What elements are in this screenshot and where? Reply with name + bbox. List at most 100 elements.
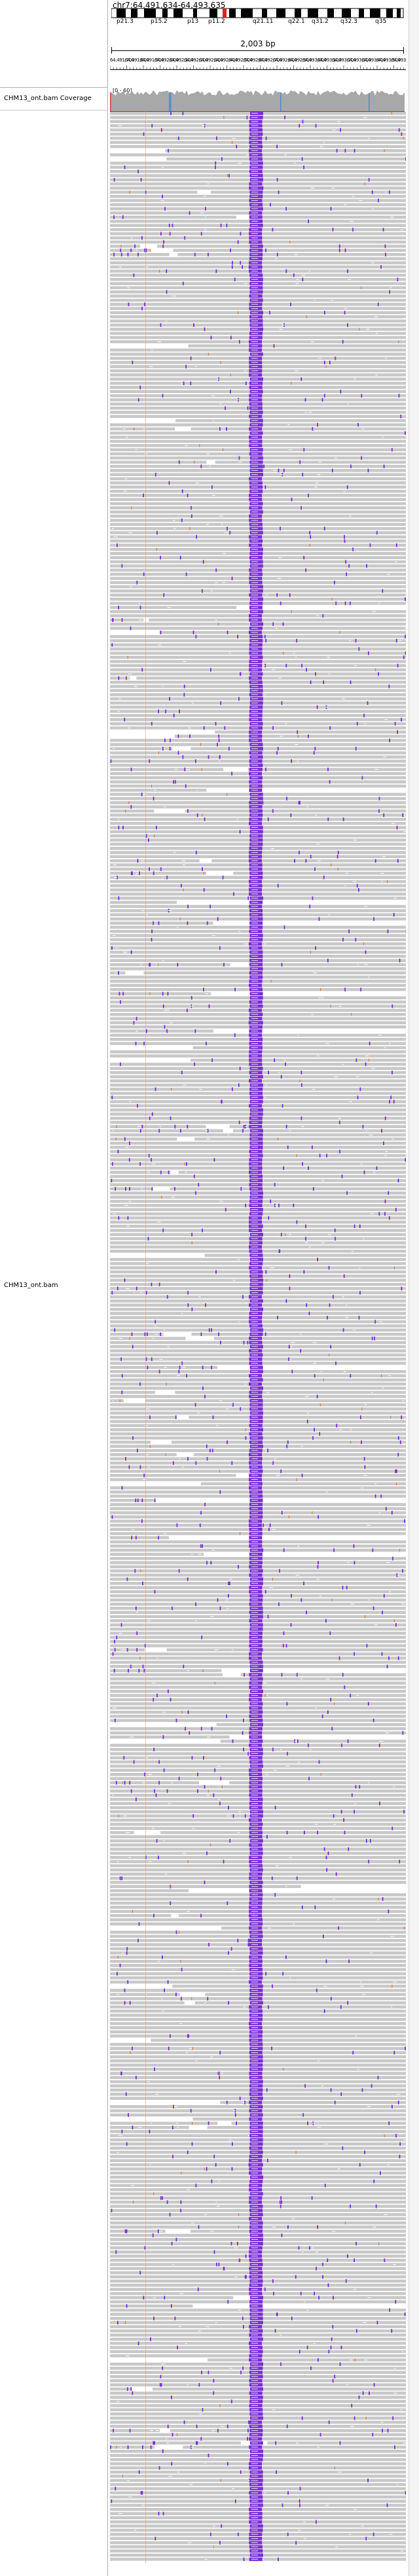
read[interactable] <box>110 2445 155 2449</box>
read[interactable] <box>185 809 406 813</box>
read[interactable] <box>175 1390 406 1394</box>
read[interactable] <box>110 1669 222 1672</box>
read[interactable] <box>110 1914 172 1917</box>
read[interactable] <box>192 2118 406 2121</box>
read[interactable] <box>257 2296 406 2299</box>
coverage-track-name[interactable]: CHM13_ont.bam Coverage <box>4 95 92 102</box>
read[interactable] <box>221 1926 406 1930</box>
read[interactable] <box>220 1740 406 1743</box>
read[interactable] <box>136 676 406 680</box>
chromosome-ideogram[interactable] <box>111 8 406 20</box>
read[interactable] <box>215 730 406 734</box>
read[interactable] <box>110 606 236 610</box>
read[interactable] <box>220 2101 406 2104</box>
read[interactable] <box>215 460 406 464</box>
read[interactable] <box>177 252 406 256</box>
read[interactable] <box>110 963 230 967</box>
read[interactable] <box>211 859 406 863</box>
read[interactable] <box>110 1365 218 1369</box>
read[interactable] <box>110 768 224 771</box>
read[interactable] <box>110 1498 155 1502</box>
read[interactable] <box>110 1453 177 1456</box>
read[interactable] <box>110 2304 193 2308</box>
read[interactable] <box>183 2445 406 2449</box>
read[interactable] <box>110 2296 234 2299</box>
read[interactable] <box>110 1536 169 1539</box>
read[interactable] <box>151 2038 407 2042</box>
read[interactable] <box>110 1390 155 1394</box>
read[interactable] <box>145 1399 407 1403</box>
read[interactable] <box>204 1254 406 1257</box>
read[interactable] <box>110 1129 223 1133</box>
read[interactable] <box>110 676 130 680</box>
read[interactable] <box>170 1187 407 1191</box>
read[interactable] <box>205 1993 406 1997</box>
read[interactable] <box>110 618 144 622</box>
read[interactable] <box>110 1399 124 1403</box>
coverage-track[interactable] <box>110 88 406 114</box>
read[interactable] <box>110 1781 200 1785</box>
read[interactable] <box>159 630 406 634</box>
read[interactable] <box>110 1137 177 1141</box>
read[interactable] <box>190 2229 406 2233</box>
read[interactable] <box>152 2387 406 2391</box>
read[interactable] <box>110 2429 160 2432</box>
read[interactable] <box>175 419 406 422</box>
read[interactable] <box>255 1473 406 1477</box>
read[interactable] <box>110 2441 241 2445</box>
read[interactable] <box>110 1673 223 1677</box>
read[interactable] <box>267 2441 406 2445</box>
locus-box[interactable]: chr7:64,491,634-64,493,635 <box>113 1 226 10</box>
read[interactable] <box>200 1482 406 1486</box>
read[interactable] <box>110 427 175 431</box>
read[interactable] <box>110 872 207 875</box>
read[interactable] <box>110 1735 230 1739</box>
read[interactable] <box>233 872 406 875</box>
read[interactable] <box>157 245 406 248</box>
read[interactable] <box>229 1781 406 1785</box>
read[interactable] <box>178 1171 406 1174</box>
read[interactable] <box>166 1648 406 1652</box>
read[interactable] <box>191 1332 407 1336</box>
read[interactable] <box>110 1993 181 1997</box>
read[interactable] <box>110 1337 186 1340</box>
read[interactable] <box>229 1125 406 1128</box>
read[interactable] <box>240 1673 407 1677</box>
read[interactable] <box>110 249 151 252</box>
read[interactable] <box>194 2001 406 2004</box>
read[interactable] <box>110 992 211 995</box>
read[interactable] <box>213 1337 406 1340</box>
read[interactable] <box>178 1914 406 1917</box>
read[interactable] <box>160 1830 406 1834</box>
alignment-track-name[interactable]: CHM13_ont.bam <box>4 1282 58 1289</box>
read[interactable] <box>110 859 200 863</box>
read[interactable] <box>110 789 207 792</box>
vertical-scrollbar[interactable] <box>409 0 419 2576</box>
read[interactable] <box>110 460 207 464</box>
read[interactable] <box>191 427 406 431</box>
read[interactable] <box>110 2125 189 2129</box>
read[interactable] <box>110 1171 171 1174</box>
read[interactable] <box>110 1830 134 1834</box>
read[interactable] <box>210 190 406 194</box>
read[interactable] <box>216 1723 407 1726</box>
read[interactable] <box>232 1129 406 1133</box>
read[interactable] <box>110 971 126 974</box>
read[interactable] <box>143 971 407 974</box>
read[interactable] <box>191 747 406 751</box>
read[interactable] <box>110 190 198 194</box>
read[interactable] <box>110 252 170 256</box>
read[interactable] <box>189 1415 406 1419</box>
read[interactable] <box>110 2229 166 2233</box>
read[interactable] <box>172 1441 406 1444</box>
read[interactable] <box>110 245 141 248</box>
read[interactable] <box>207 2125 406 2129</box>
read[interactable] <box>258 215 406 219</box>
read[interactable] <box>110 2387 132 2391</box>
read[interactable] <box>110 1332 164 1336</box>
read[interactable] <box>110 901 177 904</box>
read[interactable] <box>110 215 236 219</box>
read[interactable] <box>110 1441 151 1444</box>
read[interactable] <box>165 149 406 152</box>
read[interactable] <box>191 1058 406 1062</box>
